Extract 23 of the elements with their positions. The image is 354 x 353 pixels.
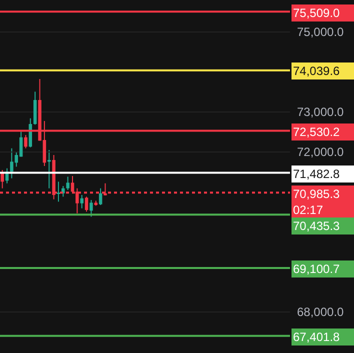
text: 02:17 bbox=[293, 203, 324, 217]
ref-line-label: 75,509.0 bbox=[293, 6, 340, 20]
candlestick bbox=[90, 200, 93, 218]
ref-line-label: 67,401.8 bbox=[293, 330, 340, 344]
y-tick-label: 68,000.0 bbox=[297, 305, 344, 320]
ref-line-label: 71,482.8 bbox=[293, 167, 340, 181]
candlestick bbox=[56, 181, 60, 202]
y-tick-label: 75,000.0 bbox=[297, 25, 344, 40]
candlestick bbox=[84, 196, 88, 212]
candlestick bbox=[33, 91, 37, 126]
candlestick bbox=[47, 150, 51, 189]
candlestick bbox=[24, 134, 28, 149]
ref-line-label: 70,985.3 bbox=[293, 187, 340, 201]
candlestick bbox=[80, 194, 84, 209]
candlestick bbox=[0, 170, 4, 189]
candlestick bbox=[66, 176, 70, 190]
y-tick-label: 72,000.0 bbox=[297, 145, 344, 160]
ref-line-label: 69,100.7 bbox=[293, 262, 340, 276]
ref-line-label: 74,039.6 bbox=[293, 64, 340, 78]
y-tick-label: 73,000.0 bbox=[297, 105, 344, 120]
ref-line-label: 72,530.2 bbox=[293, 125, 340, 139]
ref-line-label: 70,435.3 bbox=[293, 219, 340, 233]
candlestick bbox=[98, 188, 102, 206]
